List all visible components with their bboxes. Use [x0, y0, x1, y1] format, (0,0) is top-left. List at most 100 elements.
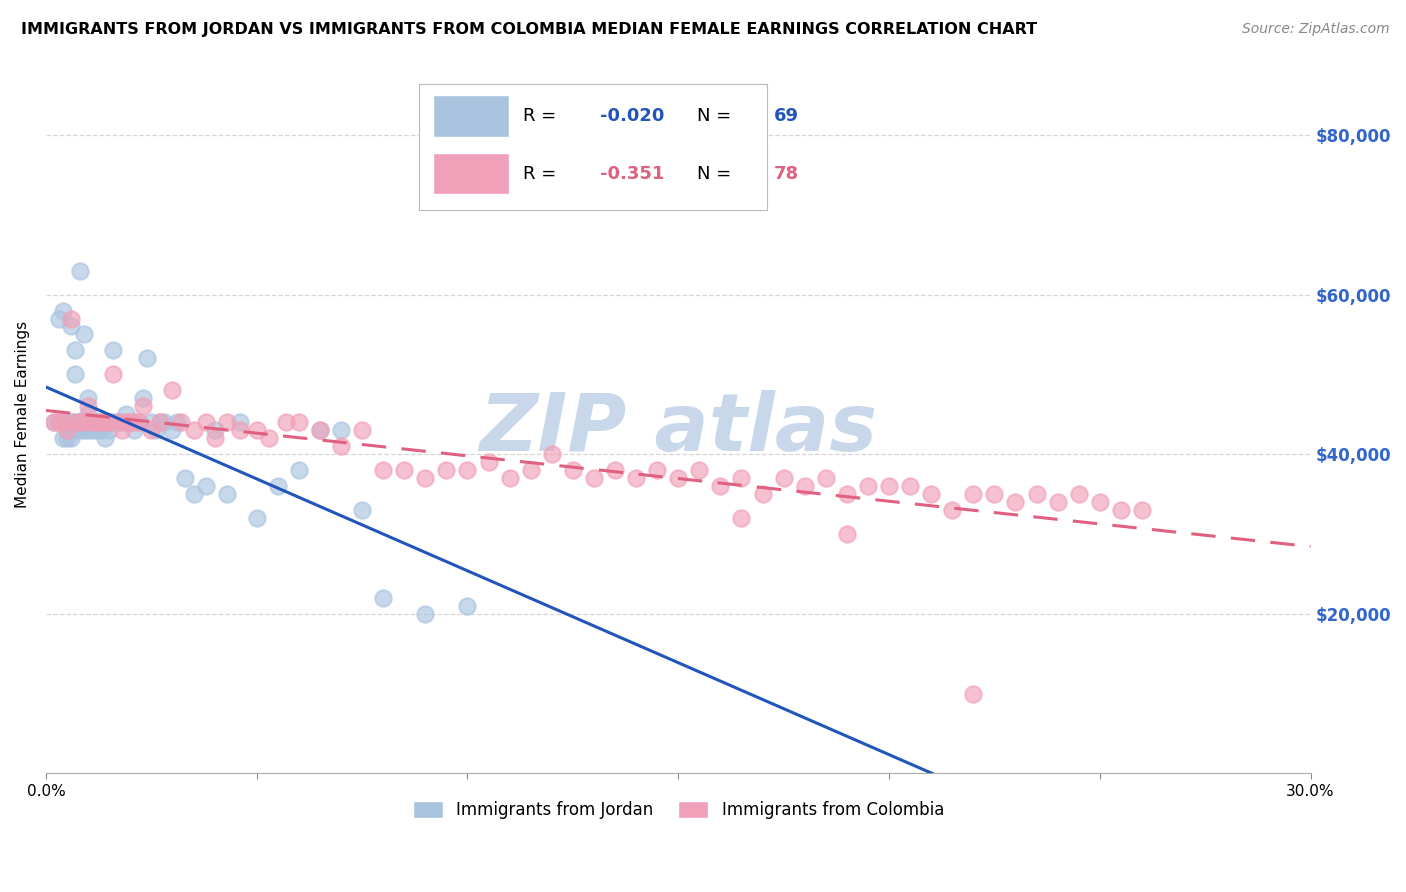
- Point: [498, 471, 520, 485]
- Point: [415, 471, 437, 485]
- Legend: Immigrants from Jordan, Immigrants from Colombia: Immigrants from Jordan, Immigrants from …: [406, 795, 950, 826]
- Point: [183, 487, 205, 501]
- Point: [352, 503, 374, 517]
- Point: [229, 423, 252, 437]
- Point: [204, 431, 226, 445]
- Point: [94, 431, 117, 445]
- Point: [60, 415, 83, 429]
- Point: [373, 591, 395, 605]
- Point: [111, 423, 134, 437]
- Point: [920, 487, 942, 501]
- Point: [352, 423, 374, 437]
- Point: [120, 415, 142, 429]
- Point: [666, 471, 689, 485]
- Point: [69, 415, 91, 429]
- Point: [983, 487, 1005, 501]
- Point: [48, 415, 70, 429]
- Point: [56, 415, 79, 429]
- Point: [456, 463, 478, 477]
- Point: [77, 392, 100, 406]
- Point: [77, 399, 100, 413]
- Point: [44, 415, 66, 429]
- Point: [856, 479, 879, 493]
- Point: [132, 392, 155, 406]
- Point: [174, 471, 197, 485]
- Point: [77, 407, 100, 421]
- Point: [540, 447, 562, 461]
- Point: [962, 687, 984, 701]
- Point: [82, 415, 104, 429]
- Point: [44, 415, 66, 429]
- Point: [115, 407, 138, 421]
- Point: [56, 423, 79, 437]
- Point: [52, 431, 75, 445]
- Point: [1130, 503, 1153, 517]
- Point: [56, 423, 79, 437]
- Point: [309, 423, 332, 437]
- Text: Source: ZipAtlas.com: Source: ZipAtlas.com: [1241, 22, 1389, 37]
- Point: [561, 463, 583, 477]
- Point: [962, 487, 984, 501]
- Point: [149, 415, 172, 429]
- Point: [1067, 487, 1090, 501]
- Point: [793, 479, 815, 493]
- Point: [688, 463, 710, 477]
- Point: [69, 423, 91, 437]
- Point: [86, 415, 108, 429]
- Point: [288, 415, 311, 429]
- Point: [170, 415, 193, 429]
- Point: [69, 415, 91, 429]
- Point: [1109, 503, 1132, 517]
- Point: [48, 311, 70, 326]
- Point: [98, 415, 121, 429]
- Point: [1004, 495, 1026, 509]
- Point: [814, 471, 837, 485]
- Point: [103, 368, 125, 382]
- Point: [65, 368, 87, 382]
- Point: [330, 439, 353, 453]
- Point: [153, 415, 176, 429]
- Point: [267, 479, 290, 493]
- Point: [128, 415, 150, 429]
- Point: [373, 463, 395, 477]
- Point: [94, 415, 117, 429]
- Point: [111, 415, 134, 429]
- Point: [195, 479, 218, 493]
- Point: [751, 487, 773, 501]
- Point: [98, 423, 121, 437]
- Point: [309, 423, 332, 437]
- Point: [162, 423, 184, 437]
- Point: [415, 607, 437, 621]
- Point: [103, 415, 125, 429]
- Point: [103, 343, 125, 358]
- Point: [603, 463, 626, 477]
- Point: [835, 487, 858, 501]
- Point: [73, 327, 96, 342]
- Point: [69, 263, 91, 277]
- Point: [128, 415, 150, 429]
- Point: [86, 423, 108, 437]
- Point: [162, 384, 184, 398]
- Point: [330, 423, 353, 437]
- Point: [276, 415, 298, 429]
- Point: [48, 415, 70, 429]
- Point: [73, 415, 96, 429]
- Point: [60, 311, 83, 326]
- Point: [73, 415, 96, 429]
- Text: ZIP atlas: ZIP atlas: [479, 390, 877, 467]
- Point: [394, 463, 416, 477]
- Point: [166, 415, 188, 429]
- Point: [141, 423, 163, 437]
- Point: [229, 415, 252, 429]
- Point: [77, 423, 100, 437]
- Point: [730, 471, 752, 485]
- Point: [124, 415, 146, 429]
- Point: [65, 423, 87, 437]
- Point: [204, 423, 226, 437]
- Point: [73, 423, 96, 437]
- Point: [519, 463, 541, 477]
- Point: [624, 471, 647, 485]
- Point: [877, 479, 900, 493]
- Point: [436, 463, 458, 477]
- Point: [246, 511, 269, 525]
